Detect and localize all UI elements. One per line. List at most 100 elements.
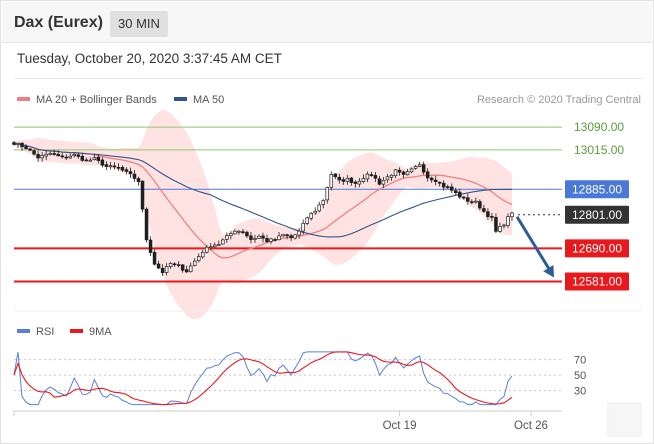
candle-115: [474, 197, 478, 204]
candle-58: [245, 230, 249, 239]
candle-body: [325, 187, 330, 201]
candle-body: [381, 179, 386, 185]
candle-20: [92, 154, 97, 161]
candle-14: [68, 153, 72, 160]
candle-103: [425, 168, 430, 182]
candle-5: [32, 149, 36, 156]
candle-27: [120, 165, 125, 173]
x-axis: Oct 19 Oct 26: [13, 410, 562, 432]
candle-46: [196, 253, 201, 263]
candle-body: [389, 174, 394, 178]
x-tick-label-1: Oct 26: [514, 420, 548, 432]
candle-43: [184, 265, 189, 273]
candle-98: [405, 169, 410, 176]
candle-body: [429, 177, 434, 181]
candle-body: [329, 174, 334, 188]
candle-body: [156, 263, 161, 269]
candle-body: [152, 252, 157, 265]
candle-body: [112, 165, 117, 168]
candle-body: [144, 208, 149, 241]
candle-7: [40, 152, 44, 162]
candle-72: [301, 219, 305, 235]
candle-4: [28, 147, 32, 152]
legend-label-0: MA 20 + Bollinger Bands: [36, 94, 157, 106]
candle-body: [369, 174, 374, 176]
candle-body: [68, 155, 72, 159]
candle-74: [309, 211, 313, 221]
level-tag-12885.00: [565, 180, 629, 199]
candle-body: [100, 159, 105, 166]
candle-body: [309, 213, 313, 219]
candle-49: [209, 242, 213, 251]
rsi-line: [13, 351, 513, 406]
candle-23: [104, 161, 109, 171]
candle-body: [108, 165, 113, 168]
candle-112: [462, 196, 466, 200]
candle-91: [377, 175, 382, 186]
candle-24: [108, 161, 113, 170]
candle-body: [486, 211, 490, 217]
level-labels: 13090.00 13015.00 12885.00 12801.00 12690.00…: [565, 120, 629, 291]
rsi-legend-label-1: 9MA: [89, 326, 112, 338]
candle-body: [421, 164, 426, 173]
candle-119: [490, 213, 494, 221]
timeframe-button[interactable]: 30 MIN: [110, 11, 168, 37]
candle-124: [510, 211, 514, 221]
instrument-title: Dax (Eurex): [14, 14, 103, 31]
candle-body: [84, 159, 89, 162]
candle-113: [466, 193, 470, 205]
candle-body: [377, 178, 382, 185]
candle-body: [357, 180, 362, 185]
rsi-ma-line: [13, 351, 513, 406]
candle-116: [478, 199, 482, 211]
corner-button[interactable]: [607, 402, 642, 437]
candle-35: [152, 249, 157, 266]
candle-29: [128, 167, 133, 178]
candle-2: [20, 142, 24, 151]
candle-77: [321, 199, 325, 209]
candle-47: [201, 249, 205, 259]
candle-71: [297, 228, 301, 239]
candle-body: [148, 239, 153, 253]
level-label-12690.00: 12690.00: [572, 241, 622, 255]
candle-body: [482, 208, 486, 212]
candle-body: [450, 186, 454, 191]
candle-body: [249, 235, 253, 240]
candle-54: [229, 231, 233, 240]
candle-44: [188, 262, 193, 273]
candle-21: [96, 154, 101, 164]
candle-body: [285, 234, 289, 237]
candle-body: [168, 263, 173, 267]
candle-body: [373, 175, 378, 179]
level-label-12801.00: 12801.00: [572, 208, 622, 222]
candle-75: [313, 207, 317, 215]
candle-body: [36, 154, 40, 159]
legend-swatch-0: [17, 97, 30, 101]
price-levels: [14, 126, 562, 283]
rsi-legend-swatch-0: [17, 329, 30, 333]
candle-body: [12, 142, 16, 145]
candle-67: [281, 233, 285, 238]
candle-39: [168, 262, 173, 269]
rsi-tick-50: 50: [574, 370, 586, 382]
candle-body: [361, 178, 366, 183]
candle-body: [237, 230, 241, 233]
candle-73: [305, 216, 309, 226]
rsi-tick-70: 70: [574, 355, 586, 367]
candle-38: [164, 263, 169, 276]
candle-117: [482, 204, 486, 213]
candle-17: [80, 153, 85, 162]
candle-56: [237, 229, 241, 235]
candle-25: [112, 162, 117, 170]
level-tag-12690.00: [565, 239, 629, 258]
candle-body: [16, 142, 20, 145]
candle-92: [381, 177, 386, 188]
candle-12: [60, 152, 64, 159]
candle-100: [413, 164, 418, 170]
candle-body: [321, 200, 325, 205]
candle-body: [44, 153, 48, 157]
candle-body: [180, 264, 185, 271]
candle-87: [361, 174, 366, 184]
